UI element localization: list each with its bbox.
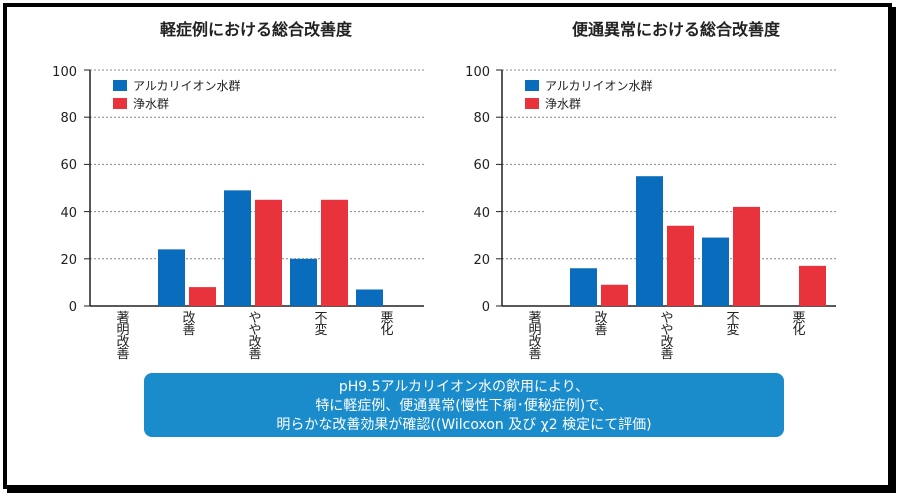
- legend-label-alkaline: アルカリイオン水群: [545, 79, 653, 93]
- legend-swatch-alkaline: [113, 80, 127, 91]
- y-tick-label: 0: [482, 300, 490, 315]
- x-category-label: 悪化: [380, 311, 393, 338]
- chart-title: 軽症例における総合改善度: [160, 20, 353, 39]
- bar-alkaline: [158, 249, 185, 306]
- summary-caption-box: pH9.5アルカリイオン水の飲用により、 特に軽症例、便通異常(慢性下痢･便秘症…: [144, 373, 784, 437]
- bar-alkaline: [224, 190, 251, 306]
- legend-label-alkaline: アルカリイオン水群: [133, 79, 241, 93]
- chart-title: 便通異常における総合改善度: [572, 20, 781, 39]
- bar-purified: [667, 225, 694, 306]
- x-category-label: 不変: [314, 311, 327, 338]
- bar-alkaline: [636, 176, 663, 306]
- y-tick-label: 80: [473, 111, 490, 126]
- y-tick-label: 0: [69, 300, 77, 315]
- legend-label-purified: 浄水群: [545, 97, 581, 111]
- y-tick-label: 80: [60, 111, 77, 126]
- x-category-label: 著明改善: [116, 311, 129, 362]
- legend-label-purified: 浄水群: [133, 97, 169, 111]
- x-category-label: やや改善: [660, 311, 673, 362]
- x-category-label: 改善: [594, 311, 607, 338]
- chart-bowel-disorder: 便通異常における総合改善度 0 20 40 60 80 100 アルカリイオン水…: [465, 20, 836, 362]
- x-category-label: 著明改善: [528, 311, 541, 362]
- y-tick-label: 100: [52, 65, 77, 80]
- y-tick-label: 60: [473, 158, 490, 173]
- bar-purified: [601, 284, 628, 306]
- y-tick-label: 20: [473, 253, 490, 268]
- bar-alkaline: [702, 237, 729, 306]
- bar-purified: [189, 287, 216, 306]
- caption-line: 特に軽症例、便通異常(慢性下痢･便秘症例)で、: [315, 398, 613, 414]
- bar-alkaline: [570, 268, 597, 306]
- x-category-label: 不変: [726, 311, 739, 338]
- legend-swatch-purified: [113, 98, 127, 109]
- y-tick-label: 20: [60, 253, 77, 268]
- legend-swatch-alkaline: [525, 80, 539, 91]
- y-tick-label: 40: [473, 206, 490, 221]
- caption-line: pH9.5アルカリイオン水の飲用により、: [338, 379, 590, 395]
- bar-alkaline: [290, 258, 317, 306]
- y-tick-label: 40: [60, 206, 77, 221]
- y-tick-label: 60: [60, 158, 77, 173]
- bar-purified: [733, 206, 760, 306]
- x-category-label: 悪化: [792, 311, 805, 338]
- bar-alkaline: [356, 289, 383, 306]
- x-category-label: やや改善: [248, 311, 261, 362]
- y-tick-label: 100: [465, 65, 490, 80]
- bar-purified: [321, 199, 348, 306]
- caption-line: 明らかな改善効果が確認((Wilcoxon 及び χ2 検定にて評価): [276, 417, 652, 433]
- x-category-label: 改善: [182, 311, 195, 338]
- bar-purified: [799, 265, 826, 306]
- bar-purified: [255, 199, 282, 306]
- chart-mild-cases: 軽症例における総合改善度 0 20 40 60 80 100 アルカリイオン水群…: [52, 20, 424, 362]
- legend-swatch-purified: [525, 98, 539, 109]
